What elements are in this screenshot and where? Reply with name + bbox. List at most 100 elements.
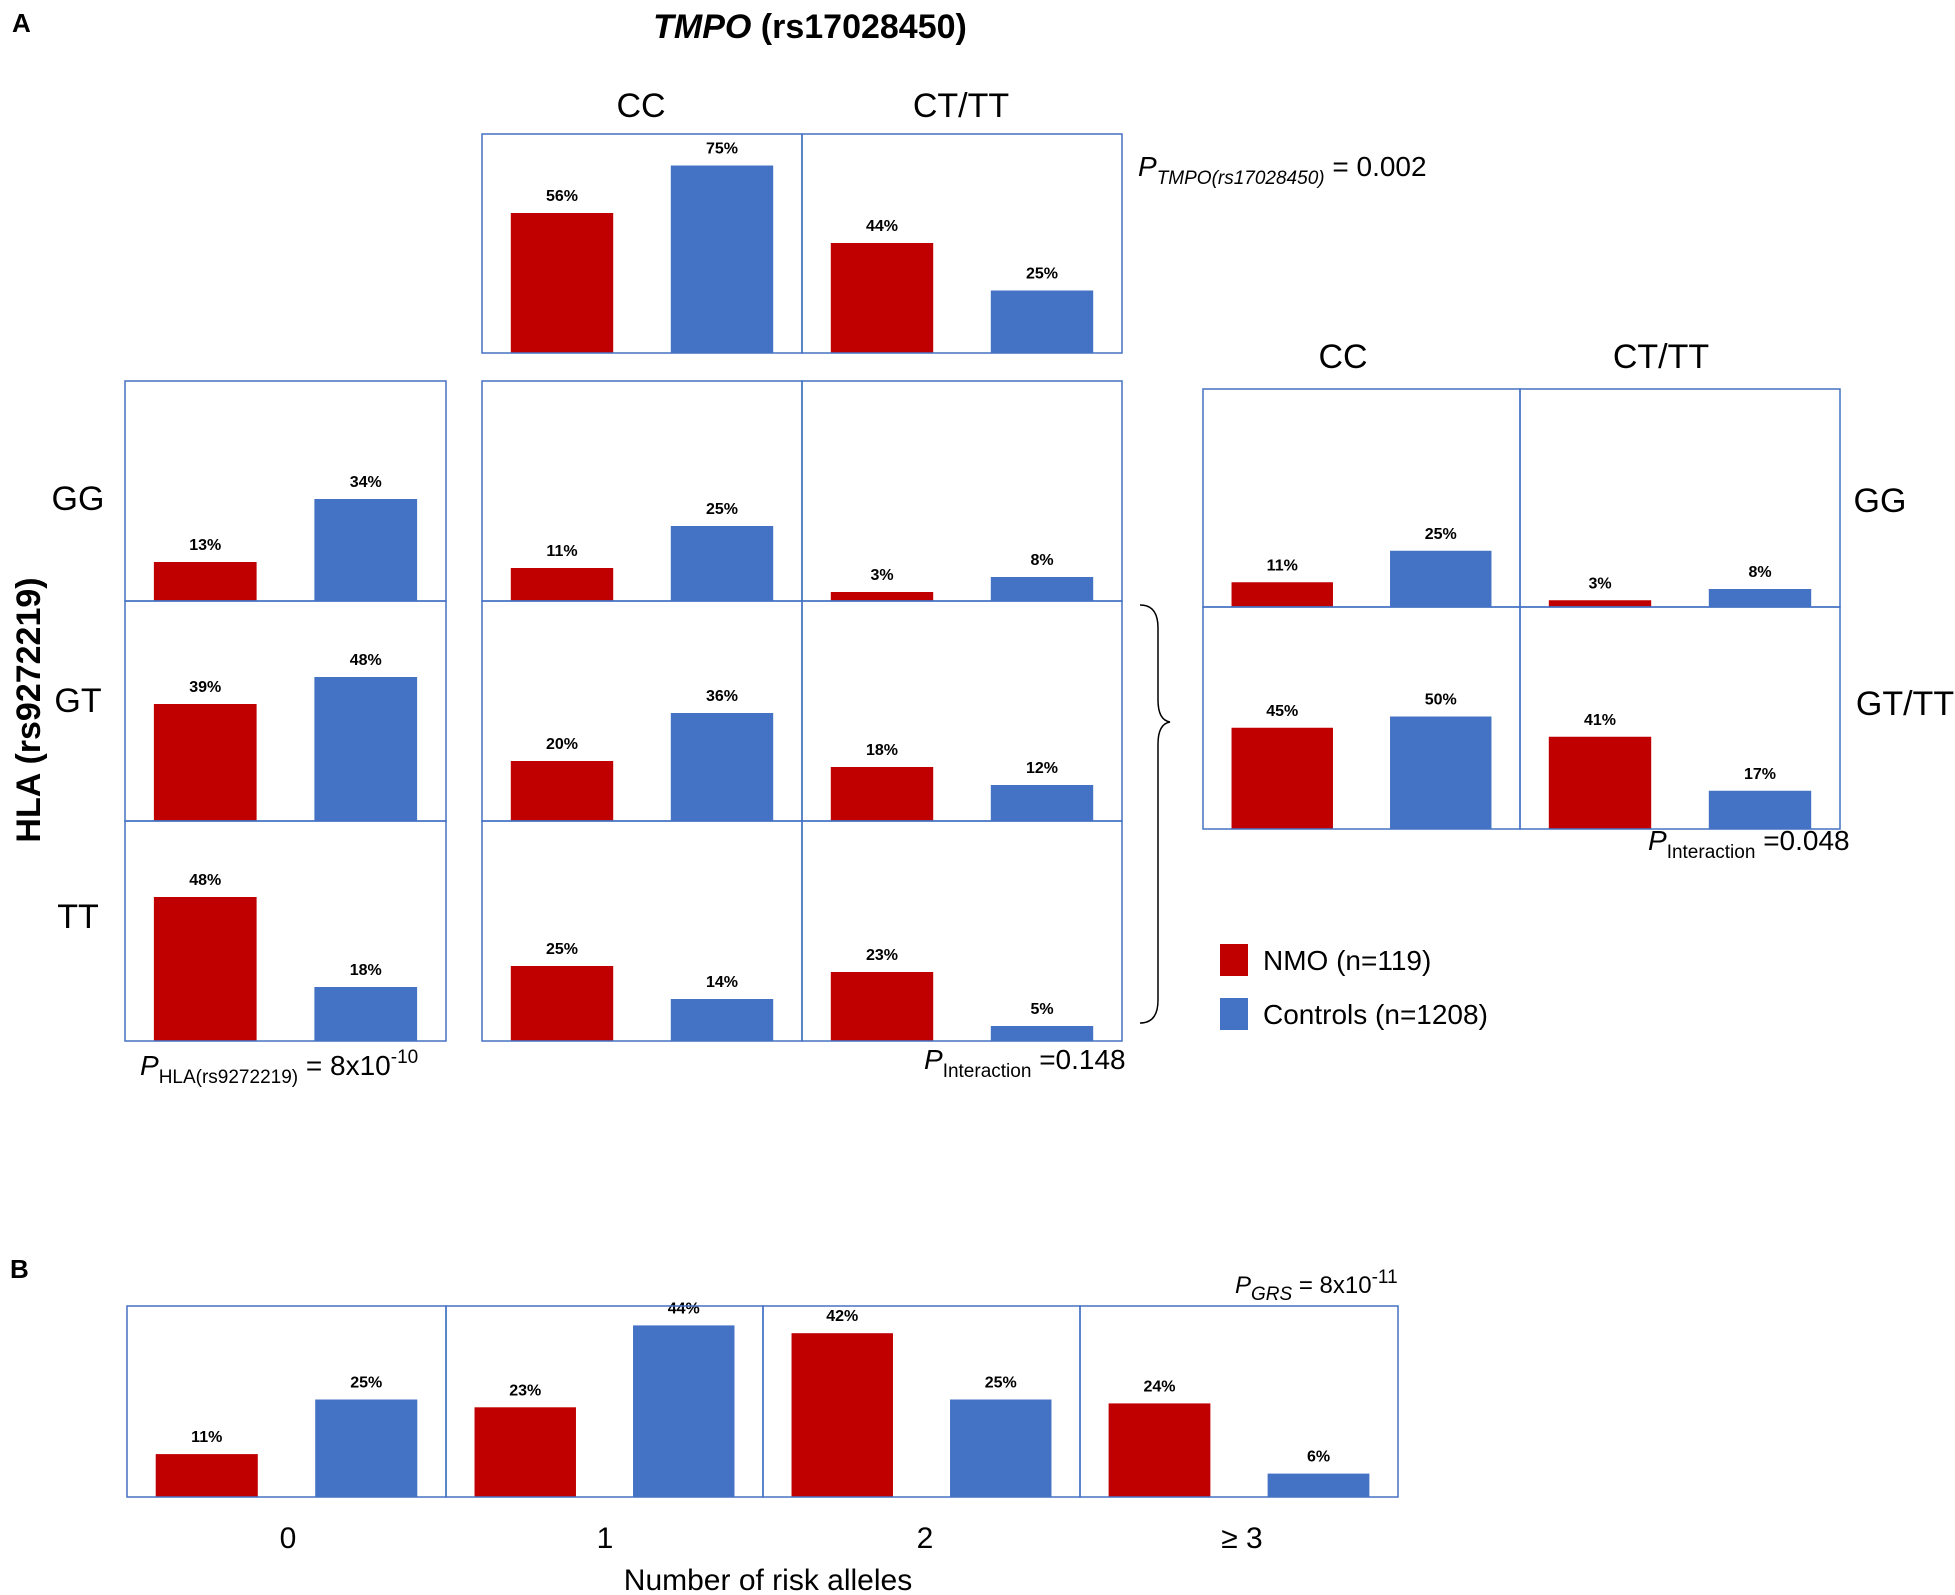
tmpo-0-nmo-label: 56% (546, 188, 578, 205)
collapsed-0-1-nmo-label: 3% (1588, 575, 1611, 592)
tmpo-col-ct-tt: CT/TT (913, 87, 1009, 125)
collapsed-1-0-nmo-label: 45% (1266, 703, 1298, 720)
joint-0-0-nmo-label: 11% (546, 543, 577, 560)
hla-1-controls-label: 48% (350, 652, 382, 669)
collapsed-1-0-controls-label: 50% (1425, 692, 1457, 709)
collapsed-row-gt-tt: GT/TT (1856, 685, 1954, 723)
xtick-1: 1 (597, 1522, 614, 1555)
p-hla: PHLA(rs9272219) = 8x10-10 (140, 1047, 418, 1088)
joint-2-1-controls-label: 5% (1030, 1001, 1053, 1018)
hla-1-nmo-label: 39% (189, 679, 221, 696)
joint-0-1-nmo-label: 3% (870, 567, 893, 584)
x-axis-label: Number of risk alleles (624, 1564, 912, 1595)
p-grs: PGRS = 8x10-11 (1235, 1267, 1398, 1305)
collapsed-1-1-controls-label: 17% (1744, 766, 1776, 783)
collapsed-0-0-controls-label: 25% (1425, 526, 1457, 543)
hla-0-controls-bar (314, 499, 418, 601)
joint-0-1-nmo-bar (830, 592, 934, 601)
alleles-2-nmo-label: 42% (826, 1308, 858, 1325)
panel-frames (124, 133, 1841, 1498)
collapsed-0-1-controls-label: 8% (1748, 564, 1771, 581)
tmpo-0-nmo-bar (510, 213, 614, 353)
bar-marks: 56% 75% 44% 25% 13% 34% 39% 48% 48% 18% 11% 25% 3% 8%… (153, 141, 1812, 1497)
hla-0-controls-label: 34% (350, 474, 382, 491)
collapsed-col-cc: CC (1318, 338, 1367, 376)
p-interaction-full: PInteraction =0.148 (924, 1044, 1126, 1082)
alleles-3-nmo-bar (1108, 1403, 1211, 1497)
alleles-1-nmo-bar (474, 1407, 576, 1497)
alleles-3-nmo-label: 24% (1143, 1378, 1175, 1395)
alleles-2-controls-label: 25% (985, 1375, 1017, 1392)
collapsed-cell-0-1 (1519, 388, 1841, 608)
collapsed-1-1-controls-bar (1708, 790, 1812, 829)
collapsed-0-0-nmo-bar (1231, 582, 1333, 607)
alleles-3-controls-bar (1267, 1473, 1370, 1497)
hla-2-controls-bar (314, 987, 418, 1041)
joint-1-0-controls-label: 36% (706, 688, 738, 705)
joint-1-0-nmo-label: 20% (546, 736, 578, 753)
collapsed-0-1-controls-bar (1708, 589, 1812, 607)
tmpo-1-nmo-label: 44% (866, 218, 898, 235)
collapsed-row-gg: GG (1854, 482, 1907, 520)
collapsed-col-ct-tt: CT/TT (1613, 338, 1709, 376)
panel-a-letter: A (12, 8, 31, 38)
hla-cell-2 (124, 820, 447, 1042)
alleles-2-controls-bar (950, 1399, 1052, 1497)
alleles-1-nmo-label: 23% (509, 1382, 541, 1399)
tmpo-0-controls-label: 75% (706, 141, 738, 158)
xtick-2: 2 (917, 1522, 934, 1555)
alleles-1-controls-bar (633, 1325, 735, 1497)
joint-0-0-nmo-bar (510, 568, 614, 601)
joint-0-1-controls-bar (990, 577, 1094, 601)
xtick-0: 0 (280, 1522, 297, 1555)
tmpo-1-controls-bar (990, 290, 1094, 353)
joint-2-1-nmo-label: 23% (866, 947, 898, 964)
alleles-2-nmo-bar (791, 1333, 893, 1497)
joint-1-1-nmo-bar (830, 767, 934, 821)
hla-0-nmo-bar (153, 562, 257, 601)
collapsed-0-1-nmo-bar (1548, 600, 1652, 607)
legend-controls-swatch (1220, 998, 1248, 1030)
tmpo-title: TMPO (rs17028450) (653, 8, 967, 46)
hla-row-gg: GG (52, 480, 105, 518)
collapsed-0-0-nmo-label: 11% (1267, 557, 1298, 574)
hla-row-tt: TT (57, 898, 99, 936)
joint-1-0-controls-bar (670, 713, 774, 821)
joint-2-0-controls-label: 14% (706, 974, 738, 991)
joint-0-0-controls-bar (670, 526, 774, 601)
hla-row-gt: GT (54, 682, 101, 720)
alleles-0-nmo-label: 11% (191, 1429, 222, 1446)
hla-2-nmo-bar (153, 897, 257, 1041)
legend-controls-label: Controls (n=1208) (1263, 999, 1488, 1030)
joint-2-0-controls-bar (670, 999, 774, 1041)
joint-1-1-controls-bar (990, 785, 1094, 821)
joint-2-1-nmo-bar (830, 972, 934, 1041)
xtick-3: ≥ 3 (1221, 1522, 1262, 1555)
panel-b-letter: B (10, 1254, 29, 1284)
hla-0-nmo-label: 13% (189, 537, 221, 554)
collapsed-1-0-nmo-bar (1231, 727, 1333, 829)
joint-2-1-controls-bar (990, 1026, 1094, 1041)
alleles-0-controls-bar (315, 1399, 418, 1497)
alleles-1-controls-label: 44% (668, 1300, 700, 1317)
joint-2-0-nmo-bar (510, 966, 614, 1041)
joint-0-0-controls-label: 25% (706, 501, 738, 518)
tmpo-0-controls-bar (670, 165, 774, 353)
legend-nmo-label: NMO (n=119) (1263, 945, 1431, 976)
p-interaction-collapsed: PInteraction =0.048 (1648, 825, 1850, 863)
collapsed-cell-1-1 (1519, 606, 1841, 830)
joint-cell-0-1 (801, 380, 1123, 602)
legend-nmo-swatch (1220, 944, 1248, 976)
hla-1-controls-bar (314, 677, 418, 821)
brace (1139, 604, 1171, 1024)
collapsed-1-1-nmo-bar (1548, 736, 1652, 829)
collapsed-1-0-controls-bar (1390, 716, 1492, 829)
joint-1-1-controls-label: 12% (1026, 760, 1058, 777)
hla-2-nmo-label: 48% (189, 872, 221, 889)
tmpo-1-controls-label: 25% (1026, 266, 1058, 283)
alleles-0-nmo-bar (155, 1454, 258, 1497)
alleles-3-controls-label: 6% (1307, 1449, 1330, 1466)
collapsed-1-1-nmo-label: 41% (1584, 712, 1616, 729)
hla-2-controls-label: 18% (350, 962, 382, 979)
